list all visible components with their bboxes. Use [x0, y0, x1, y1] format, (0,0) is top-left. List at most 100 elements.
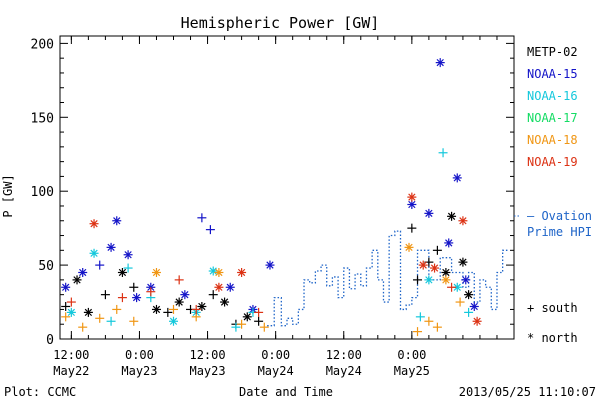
data-point-noaa-19	[89, 219, 99, 229]
data-point-noaa-18	[61, 312, 71, 322]
data-point-noaa-18	[151, 267, 161, 277]
data-point-noaa-15	[469, 301, 479, 311]
data-point-noaa-19	[458, 216, 468, 226]
data-point-noaa-19	[117, 293, 127, 303]
data-point-noaa-15	[461, 275, 471, 285]
data-point-noaa-15	[205, 225, 215, 235]
data-point-noaa-16	[106, 316, 116, 326]
data-point-noaa-18	[259, 322, 269, 332]
data-point-noaa-15	[132, 293, 142, 303]
data-point-noaa-18	[455, 297, 465, 307]
x-tick-label-time: 12:00	[53, 348, 89, 362]
legend-noaa-18: NOAA-18	[527, 133, 578, 147]
data-point-noaa-16	[438, 148, 448, 158]
data-point-noaa-18	[441, 275, 451, 285]
data-point-metp-02	[220, 297, 230, 307]
data-point-noaa-16	[424, 275, 434, 285]
chart-title: Hemispheric Power [GW]	[181, 14, 380, 32]
y-tick-label: 200	[31, 37, 54, 52]
data-point-metp-02	[117, 267, 127, 277]
y-tick-label: 50	[38, 259, 54, 274]
x-tick-label-date: May24	[258, 364, 294, 378]
legend-noaa-17: NOAA-17	[527, 111, 578, 125]
data-point-noaa-19	[146, 287, 156, 297]
data-point-metp-02	[163, 307, 173, 317]
ovation-hpi-line	[267, 230, 509, 327]
data-point-noaa-18	[432, 322, 442, 332]
x-tick-label-time: 0:00	[261, 348, 290, 362]
data-point-metp-02	[100, 290, 110, 300]
data-point-metp-02	[151, 304, 161, 314]
data-point-noaa-15	[95, 260, 105, 270]
x-tick-label-date: May23	[189, 364, 225, 378]
data-point-noaa-18	[214, 267, 224, 277]
data-point-noaa-18	[78, 322, 88, 332]
data-point-metp-02	[413, 275, 423, 285]
data-point-noaa-19	[214, 282, 224, 292]
data-point-metp-02	[61, 301, 71, 311]
x-axis: 12:00 May22 0:00 May23 12:00 May23 0:00 May24 12…	[53, 36, 515, 378]
data-point-noaa-19	[430, 263, 440, 273]
plot-frame	[59, 35, 515, 340]
data-point-metp-02	[83, 307, 93, 317]
data-point-noaa-19	[237, 267, 247, 277]
x-tick-label-time: 0:00	[125, 348, 154, 362]
data-point-noaa-18	[112, 304, 122, 314]
data-point-metp-02	[432, 245, 442, 255]
x-tick-label-date: May22	[53, 364, 89, 378]
footer-left: Plot: CCMC	[4, 385, 76, 399]
data-point-noaa-15	[106, 242, 116, 252]
data-point-noaa-19	[174, 275, 184, 285]
data-point-noaa-18	[95, 313, 105, 323]
data-point-noaa-15	[225, 282, 235, 292]
data-point-noaa-16	[169, 316, 178, 326]
data-point-noaa-15	[197, 213, 207, 223]
y-tick-label: 0	[46, 333, 54, 348]
data-point-metp-02	[447, 211, 457, 221]
data-point-noaa-15	[444, 238, 454, 248]
legend-noaa-15: NOAA-15	[527, 67, 578, 81]
data-point-noaa-18	[424, 316, 434, 326]
data-point-noaa-19	[66, 297, 76, 307]
data-point-noaa-15	[452, 173, 462, 183]
data-point-noaa-18	[404, 242, 414, 252]
legend-noaa-19: NOAA-19	[527, 155, 578, 169]
data-point-noaa-15	[61, 282, 71, 292]
data-point-noaa-16	[89, 248, 99, 258]
legend-ovation-line2: Prime HPI	[527, 225, 592, 239]
ovation-line	[267, 230, 509, 327]
data-point-metp-02	[129, 282, 139, 292]
data-point-metp-02	[174, 297, 184, 307]
y-tick-label: 100	[31, 185, 54, 200]
data-point-noaa-19	[472, 316, 482, 326]
data-point-noaa-18	[169, 304, 178, 314]
data-point-noaa-15	[78, 267, 88, 277]
y-tick-label: 150	[31, 111, 54, 126]
footer-right: 2013/05/25 11:10:07	[459, 385, 596, 399]
data-point-noaa-16	[66, 307, 76, 317]
y-axis-label: P [GW]	[1, 174, 15, 217]
data-point-noaa-15	[435, 58, 445, 68]
data-point-metp-02	[458, 257, 468, 267]
data-point-noaa-18	[413, 327, 423, 337]
x-axis-label: Date and Time	[239, 385, 333, 399]
y-axis: 0 50 100 150 200	[31, 37, 514, 348]
data-point-noaa-16	[231, 322, 241, 332]
legend-noaa-16: NOAA-16	[527, 89, 578, 103]
legend-metp-02: METP-02	[527, 45, 578, 59]
data-point-noaa-15	[123, 250, 133, 260]
x-tick-label-date: May25	[394, 364, 430, 378]
data-point-metp-02	[464, 290, 474, 300]
legend-south: + south	[527, 301, 578, 315]
legend-ovation: — Ovation	[527, 209, 592, 223]
x-tick-label-date: May23	[121, 364, 157, 378]
data-point-metp-02	[407, 223, 417, 233]
data-point-noaa-16	[415, 312, 425, 322]
data-point-noaa-19	[254, 307, 264, 317]
data-point-noaa-15	[265, 260, 275, 270]
data-point-noaa-16	[208, 266, 218, 276]
data-point-noaa-19	[447, 282, 457, 292]
x-tick-label-time: 12:00	[326, 348, 362, 362]
x-tick-label-time: 0:00	[397, 348, 426, 362]
